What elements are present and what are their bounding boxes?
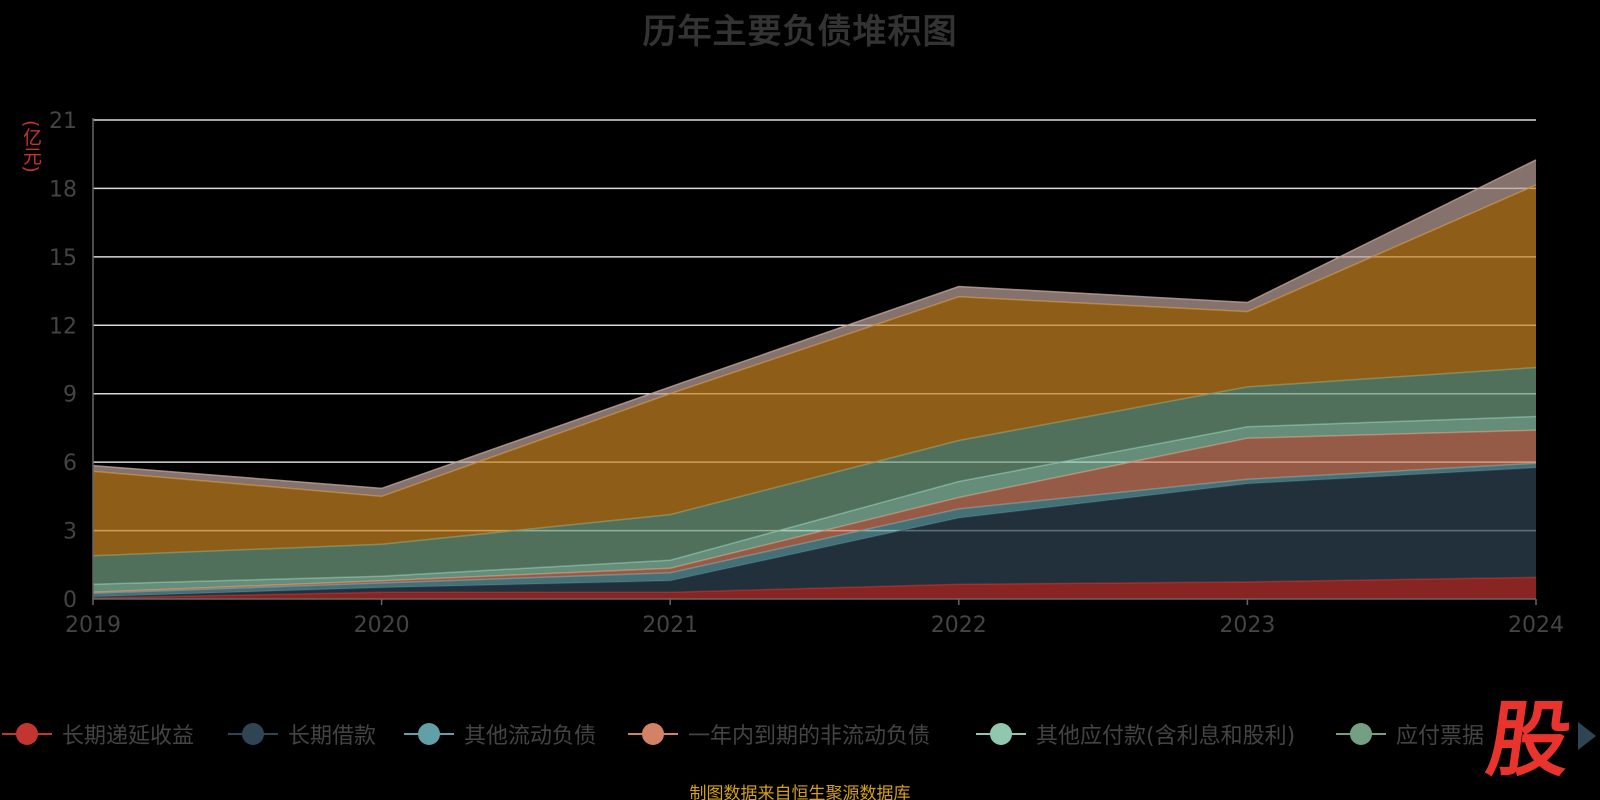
brand-logo: 股: [1481, 693, 1577, 788]
legend-item[interactable]: 一年内到期的非流动负债: [628, 716, 930, 752]
area-series-1: [93, 467, 1536, 598]
data-source-note: 制图数据来自恒生聚源数据库: [689, 784, 911, 800]
x-tick-label: 2024: [1508, 613, 1564, 638]
y-tick-label: 6: [63, 451, 77, 476]
x-tick-label: 2021: [642, 613, 698, 638]
area-series-4: [93, 416, 1536, 593]
x-tick-label: 2022: [931, 613, 987, 638]
x-tick-label: 2023: [1219, 613, 1275, 638]
x-tick-label: 2019: [65, 613, 121, 638]
legend-label: 其他流动负债: [464, 724, 597, 749]
y-tick-label: 18: [49, 177, 77, 202]
legend-label: 一年内到期的非流动负债: [688, 724, 931, 749]
legend-label: 长期借款: [288, 724, 377, 749]
y-tick-label: 12: [49, 314, 77, 339]
legend-marker-icon: [404, 721, 454, 747]
chart-title: 历年主要负债堆积图: [642, 12, 958, 52]
legend-next-page-arrow[interactable]: [1578, 722, 1596, 750]
axes: 0 3 6 9 12 15 18 21 2019 2020 2021 2022 2023 2024: [49, 109, 1564, 638]
area-series-7-edge: [92, 159, 1537, 490]
y-tick-label: 3: [63, 520, 77, 545]
plot-area: 0 3 6 9 12 15 18 21 2019 2020 2021 2022 2023 2024: [49, 109, 1564, 638]
legend: 长期递延收益 长期借款 其他流动负债 一年内到期的非流动负债 其他应付款(含利息和股利)…: [0, 716, 1570, 752]
legend-item[interactable]: 其他流动负债: [404, 716, 596, 752]
legend-item[interactable]: 长期递延收益: [2, 716, 194, 752]
y-tick-label: 9: [63, 383, 77, 408]
legend-marker-icon: [628, 721, 678, 747]
legend-marker-icon: [2, 721, 52, 747]
y-tick-label: 15: [49, 246, 77, 271]
legend-item[interactable]: 其他应付款(含利息和股利): [976, 716, 1295, 752]
y-axis-unit-label: (亿元): [20, 120, 42, 173]
area-series-5: [93, 367, 1536, 585]
legend-marker-icon: [976, 721, 1026, 747]
legend-item[interactable]: 长期借款: [228, 716, 376, 752]
x-tick-label: 2020: [354, 613, 410, 638]
y-tick-label: 21: [49, 109, 77, 134]
area-series-3: [93, 430, 1536, 594]
legend-label: 应付票据: [1396, 724, 1485, 749]
legend-item[interactable]: 应付票据: [1336, 716, 1484, 752]
area-series-6: [93, 185, 1536, 556]
y-tick-label: 0: [63, 588, 77, 613]
legend-label: 其他应付款(含利息和股利): [1036, 724, 1296, 749]
legend-marker-icon: [228, 721, 278, 747]
legend-label: 长期递延收益: [62, 724, 195, 749]
legend-marker-icon: [1336, 721, 1386, 747]
stacked-areas: [92, 159, 1537, 599]
